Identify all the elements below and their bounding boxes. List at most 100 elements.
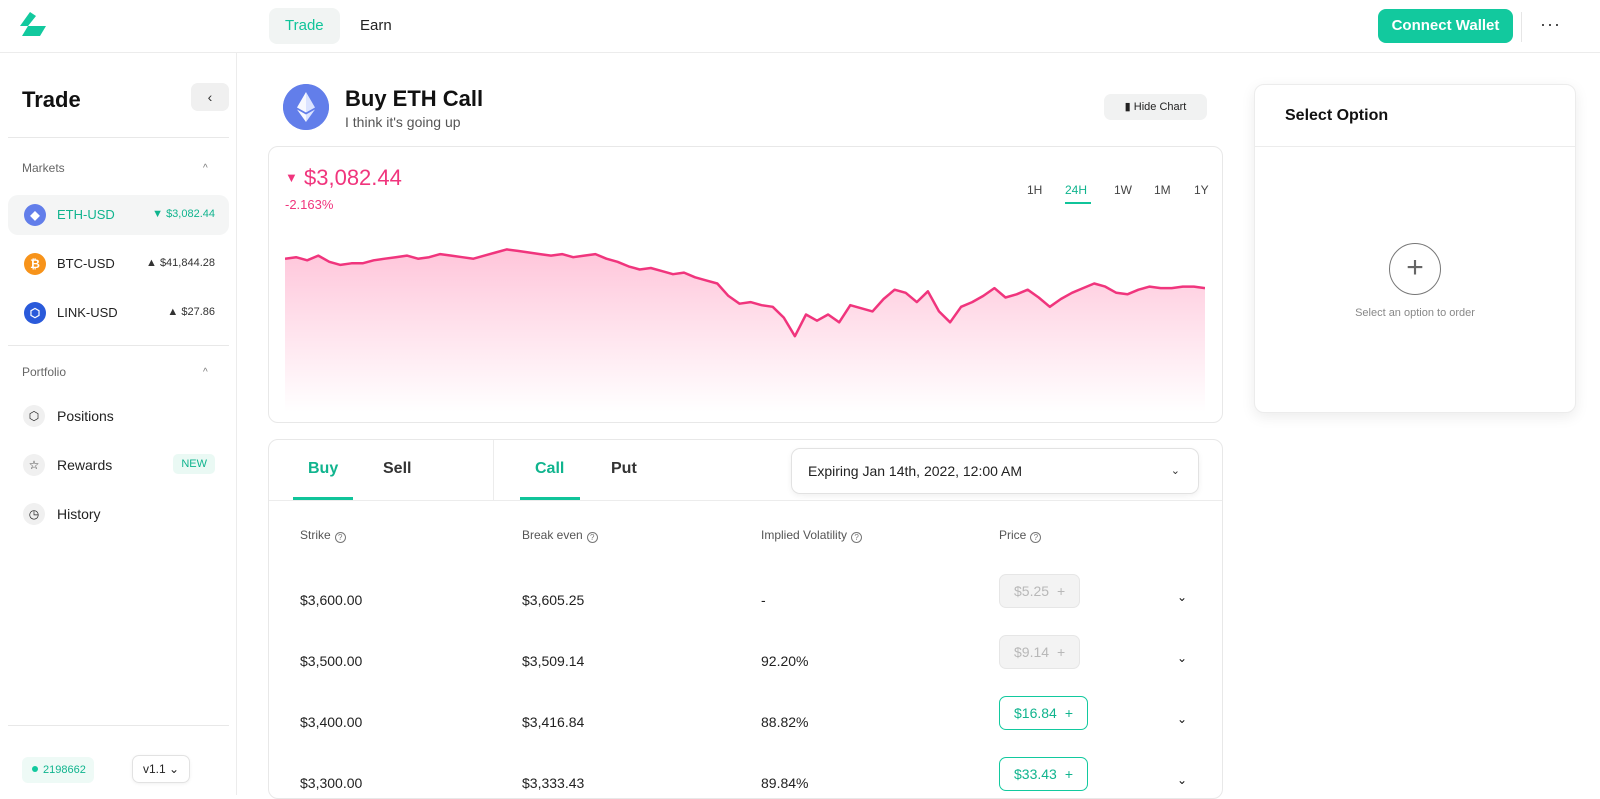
timeframe-1h[interactable]: 1H [1027, 183, 1043, 197]
cube-icon: ⬡ [23, 405, 45, 427]
markets-section-label[interactable]: Markets [22, 161, 65, 175]
sidebar-item-link-usd[interactable]: ⬡ LINK-USD ▲ $27.86 [8, 293, 229, 333]
block-number-badge: 2198662 [22, 757, 94, 783]
sidebar: Trade ‹ Markets ^ ◆ ETH-USD ▼ $3,082.44 … [0, 53, 237, 795]
version-select[interactable]: v1.1 ⌄ [132, 755, 191, 783]
add-option-button[interactable]: $9.14 + [999, 635, 1081, 669]
add-option-icon[interactable]: + [1389, 243, 1441, 295]
chevron-down-icon: ⌄ [1170, 465, 1180, 477]
options-chain-card: Buy Sell Call Put Expiring Jan 14th, 202… [268, 439, 1223, 799]
help-icon[interactable]: ? [851, 532, 863, 543]
timeframe-1m[interactable]: 1M [1154, 183, 1171, 197]
table-row[interactable]: $3,400.00 $3,416.84 88.82% $16.84 + ⌄ [269, 696, 1222, 756]
hide-chart-button[interactable]: ▮ Hide Chart [1104, 94, 1207, 120]
sidebar-title: Trade [22, 87, 81, 112]
help-icon[interactable]: ? [334, 532, 346, 543]
strike-cell: $3,500.00 [300, 653, 363, 669]
link-icon: ⬡ [24, 302, 46, 324]
chevron-left-icon: ‹ [207, 89, 213, 105]
column-header-implied-volatility: Implied Volatility? [761, 528, 863, 543]
connect-wallet-button[interactable]: Connect Wallet [1378, 9, 1513, 43]
column-header-break-even: Break even? [522, 528, 598, 543]
sidebar-item-label: Positions [57, 408, 114, 424]
add-option-button[interactable]: $16.84 + [999, 696, 1089, 730]
timeframe-1w[interactable]: 1W [1114, 183, 1132, 197]
price-change: -2.163% [285, 197, 334, 212]
chevron-down-icon[interactable]: ⌄ [1177, 590, 1188, 604]
timeframe-24h[interactable]: 24H [1065, 183, 1088, 197]
tab-call[interactable]: Call [535, 460, 565, 477]
divider [8, 725, 229, 726]
plus-icon: + [1064, 766, 1074, 782]
add-option-button[interactable]: $33.43 + [999, 757, 1089, 791]
app-logo[interactable] [20, 12, 50, 38]
chevron-up-icon[interactable]: ^ [203, 163, 208, 174]
strike-cell: $3,300.00 [300, 775, 363, 791]
eth-icon [283, 84, 329, 130]
market-price: ▲ $41,844.28 [145, 257, 215, 269]
more-icon[interactable]: ··· [1540, 14, 1561, 34]
top-bar: Trade Earn Connect Wallet ··· [0, 0, 1600, 53]
sidebar-item-history[interactable]: ◷ History [8, 493, 229, 533]
table-row[interactable]: $3,300.00 $3,333.43 89.84% $33.43 + ⌄ [269, 757, 1222, 798]
iv-cell: 92.20% [761, 653, 809, 669]
plus-icon: + [1064, 705, 1074, 721]
down-arrow-icon: ▼ [285, 170, 298, 185]
panel-title: Select Option [1285, 107, 1389, 124]
nav-tab-earn[interactable]: Earn [360, 17, 392, 34]
market-name: BTC-USD [57, 256, 115, 271]
chevron-down-icon[interactable]: ⌄ [1177, 651, 1188, 665]
up-arrow-icon: ▲ [167, 306, 179, 318]
timeframe-underline [1065, 202, 1091, 204]
market-price: ▼ $3,082.44 [152, 208, 215, 220]
timeframe-1y[interactable]: 1Y [1194, 183, 1209, 197]
nav-tab-trade[interactable]: Trade [269, 8, 340, 44]
strike-cell: $3,600.00 [300, 592, 363, 608]
price-area [285, 249, 1205, 412]
price-line [285, 248, 1205, 338]
break-even-cell: $3,416.84 [522, 714, 585, 730]
divider [1255, 146, 1575, 147]
expiry-select[interactable]: Expiring Jan 14th, 2022, 12:00 AM ⌄ [791, 448, 1199, 494]
tab-sell[interactable]: Sell [383, 460, 412, 477]
help-icon[interactable]: ? [1030, 532, 1042, 543]
divider [493, 440, 494, 500]
clock-icon: ◷ [23, 503, 45, 525]
sidebar-item-positions[interactable]: ⬡ Positions [8, 395, 229, 435]
star-icon: ☆ [23, 454, 45, 476]
current-price: ▼ $3,082.44 [285, 165, 402, 190]
tab-underline [293, 497, 353, 500]
divider [1521, 12, 1522, 42]
price-chart[interactable] [285, 227, 1205, 412]
table-row[interactable]: $3,500.00 $3,509.14 92.20% $9.14 + ⌄ [269, 635, 1222, 695]
strike-cell: $3,400.00 [300, 714, 363, 730]
chevron-up-icon[interactable]: ^ [203, 367, 208, 378]
chevron-down-icon[interactable]: ⌄ [1177, 773, 1188, 787]
tab-buy[interactable]: Buy [308, 460, 339, 477]
market-name: LINK-USD [57, 305, 118, 320]
tab-put[interactable]: Put [611, 460, 637, 477]
sidebar-item-rewards[interactable]: ☆ Rewards NEW [8, 444, 229, 484]
iv-cell: 89.84% [761, 775, 809, 791]
help-icon[interactable]: ? [586, 532, 598, 543]
portfolio-section-label[interactable]: Portfolio [22, 365, 67, 379]
sidebar-item-eth-usd[interactable]: ◆ ETH-USD ▼ $3,082.44 [8, 195, 229, 235]
chevron-down-icon[interactable]: ⌄ [1177, 712, 1188, 726]
plus-icon: + [1057, 583, 1066, 599]
table-row[interactable]: $3,600.00 $3,605.25 - $5.25 + ⌄ [269, 574, 1222, 634]
iv-cell: - [761, 592, 766, 608]
down-arrow-icon: ▼ [152, 208, 163, 220]
divider [8, 345, 229, 346]
sidebar-item-btc-usd[interactable]: ₿ BTC-USD ▲ $41,844.28 [8, 244, 229, 284]
column-header-price: Price? [999, 528, 1042, 543]
chevron-down-icon: ⌄ [169, 762, 180, 776]
select-option-panel: Select Option + Select an option to orde… [1254, 84, 1576, 413]
add-option-button[interactable]: $5.25 + [999, 574, 1081, 608]
collapse-sidebar-button[interactable]: ‹ [191, 83, 229, 111]
status-dot-icon [32, 766, 38, 772]
page-title: Buy ETH Call [345, 86, 484, 111]
price-chart-card: ▼ $3,082.44 -2.163% 1H 24H 1W 1M 1Y [268, 146, 1223, 423]
iv-cell: 88.82% [761, 714, 809, 730]
up-arrow-icon: ▲ [145, 257, 157, 269]
page-subtitle: I think it's going up [345, 114, 461, 130]
